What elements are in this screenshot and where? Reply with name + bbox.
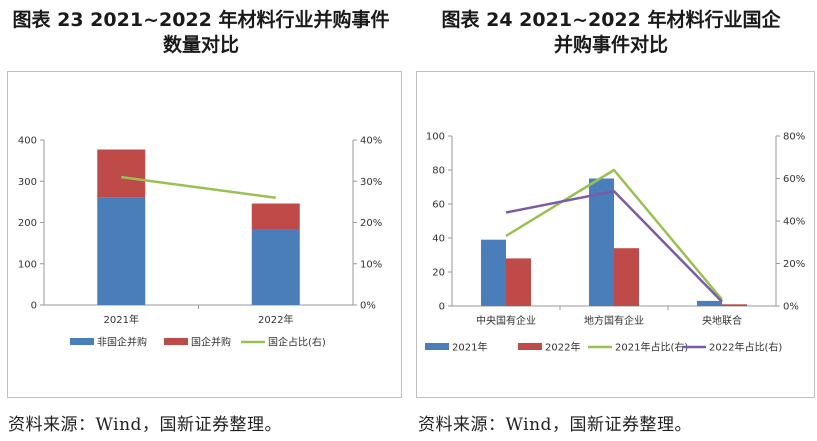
legend-label: 2021年: [452, 341, 487, 354]
x-tick-label: 央地联合: [702, 314, 742, 327]
legend-label: 2022年: [545, 341, 580, 354]
y-tick-label: 80: [432, 166, 445, 177]
x-tick-label: 2021年: [104, 313, 139, 326]
y-tick-label: 0: [31, 301, 37, 312]
y2-tick-label: 10%: [360, 259, 382, 270]
y2-tick-label: 0%: [360, 301, 376, 312]
line-series-0: [505, 168, 723, 301]
y2-tick-label: 40%: [783, 217, 805, 228]
figure-24-title: 图表 24 2021~2022 年材料行业国企 并购事件对比: [410, 8, 812, 58]
chart-24: 0 20 40 60 80 100 0% 20% 40% 60% 80% 中央国有企业 地方国有企业 央地…: [425, 132, 805, 354]
bar-series-1: [614, 248, 639, 306]
bar-series-0: [589, 178, 614, 306]
bar-non-soe: [251, 229, 300, 305]
bar-series-1: [506, 258, 531, 306]
y2-tick-label: 60%: [783, 174, 805, 185]
y-tick-label: 0: [439, 302, 445, 313]
y-tick-label: 300: [18, 177, 37, 188]
legend-swatch: [70, 338, 94, 345]
legend-label: 国企并购: [191, 336, 231, 349]
chart-23-frame: 0 100 200 300 400 0% 10% 20% 30% 40% 2021年 2022年非国企…: [7, 71, 402, 398]
y2-tick-label: 20%: [360, 218, 382, 229]
figure-24: 图表 24 2021~2022 年材料行业国企 并购事件对比 0 20 40 60 80…: [410, 0, 815, 441]
bar-series-0: [697, 300, 722, 306]
bar-soe: [97, 149, 146, 198]
legend-label: 非国企并购: [97, 336, 147, 349]
legend-swatch: [425, 343, 449, 350]
bar-soe: [251, 203, 300, 230]
bar-series-0: [481, 239, 506, 306]
legend-swatch: [518, 343, 542, 350]
y-tick-label: 200: [18, 218, 37, 229]
x-tick-label: 地方国有企业: [584, 314, 644, 327]
bar-series-1: [722, 304, 747, 306]
y-tick-label: 400: [18, 136, 37, 147]
y-tick-label: 60: [432, 200, 445, 211]
y-tick-label: 40: [432, 234, 445, 245]
y-tick-label: 100: [18, 259, 37, 270]
legend-label: 2021年占比(右): [615, 341, 688, 354]
figure-23-title: 图表 23 2021~2022 年材料行业并购事件 数量对比: [0, 8, 402, 58]
x-tick-label: 中央国有企业: [476, 314, 536, 327]
figure-24-title-line2: 并购事件对比: [553, 34, 668, 56]
legend-label: 2022年占比(右): [709, 341, 782, 354]
x-tick-label: 2022年: [258, 313, 293, 326]
y2-tick-label: 0%: [783, 302, 799, 313]
legend-swatch: [164, 338, 188, 345]
line-series-1: [505, 189, 723, 303]
y2-tick-label: 80%: [783, 132, 805, 143]
y2-tick-label: 30%: [360, 177, 382, 188]
y-tick-label: 20: [432, 268, 445, 279]
y-tick-label: 100: [426, 132, 445, 143]
figure-23-title-line1: 图表 23 2021~2022 年材料行业并购事件: [12, 9, 390, 31]
figure-24-title-line1: 图表 24 2021~2022 年材料行业国企: [441, 9, 781, 31]
figure-23: 图表 23 2021~2022 年材料行业并购事件 数量对比 0 100 200 30…: [0, 0, 402, 441]
figure-23-source: 资料来源：Wind，国新证券整理。: [8, 415, 282, 435]
figure-23-title-line2: 数量对比: [162, 34, 239, 56]
figure-24-source: 资料来源：Wind，国新证券整理。: [418, 415, 692, 435]
line-series-0: [121, 175, 276, 200]
chart-24-frame: 0 20 40 60 80 100 0% 20% 40% 60% 80% 中央国有企业 地方国有企业 央地…: [416, 71, 815, 398]
chart-23: 0 100 200 300 400 0% 10% 20% 30% 40% 2021年 2022年非国企…: [18, 136, 382, 349]
bar-non-soe: [97, 197, 146, 305]
legend-label: 国企占比(右): [268, 336, 326, 349]
y2-tick-label: 40%: [360, 136, 382, 147]
y2-tick-label: 20%: [783, 259, 805, 270]
